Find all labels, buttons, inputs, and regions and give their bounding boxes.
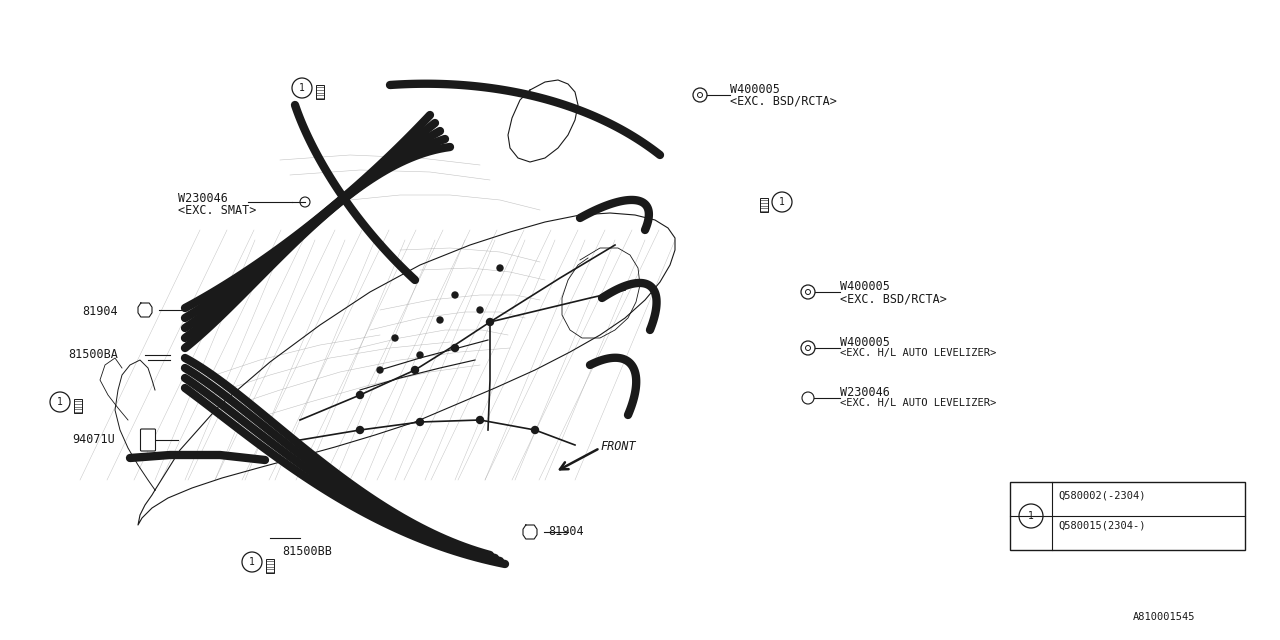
Circle shape [476, 417, 484, 424]
Bar [74, 399, 82, 413]
Circle shape [452, 344, 458, 351]
Circle shape [416, 419, 424, 426]
Circle shape [411, 367, 419, 374]
Text: 1: 1 [780, 197, 785, 207]
Circle shape [392, 335, 398, 341]
Circle shape [531, 426, 539, 433]
Circle shape [486, 319, 494, 326]
Text: <EXC. BSD/RCTA>: <EXC. BSD/RCTA> [840, 292, 947, 305]
Bar [316, 85, 324, 99]
Text: <EXC. H/L AUTO LEVELIZER>: <EXC. H/L AUTO LEVELIZER> [840, 398, 996, 408]
Text: 81904: 81904 [82, 305, 118, 318]
Text: W230046: W230046 [840, 386, 890, 399]
Text: Q580002(-2304): Q580002(-2304) [1059, 490, 1146, 500]
Text: <EXC. SMAT>: <EXC. SMAT> [178, 204, 256, 217]
Text: W230046: W230046 [178, 192, 228, 205]
FancyBboxPatch shape [141, 429, 155, 451]
Text: 94071U: 94071U [72, 433, 115, 446]
Bar [266, 559, 274, 573]
Circle shape [497, 265, 503, 271]
Bar [1010, 482, 1245, 550]
Text: FRONT: FRONT [600, 440, 636, 453]
Text: 81500BA: 81500BA [68, 348, 118, 361]
Text: <EXC. BSD/RCTA>: <EXC. BSD/RCTA> [730, 95, 837, 108]
Text: 81500BB: 81500BB [282, 545, 332, 558]
Circle shape [477, 307, 483, 313]
Text: W400005: W400005 [730, 83, 780, 96]
Text: A810001545: A810001545 [1133, 612, 1196, 622]
Circle shape [378, 367, 383, 373]
Text: 1: 1 [250, 557, 255, 567]
Text: 81904: 81904 [548, 525, 584, 538]
Bar [760, 198, 768, 212]
Text: W400005: W400005 [840, 336, 890, 349]
Circle shape [436, 317, 443, 323]
Circle shape [357, 392, 364, 399]
Text: 1: 1 [1028, 511, 1034, 521]
Text: W400005: W400005 [840, 280, 890, 293]
Circle shape [417, 352, 422, 358]
Text: 1: 1 [58, 397, 63, 407]
Circle shape [357, 426, 364, 433]
Circle shape [452, 292, 458, 298]
Text: 1: 1 [300, 83, 305, 93]
Text: <EXC. H/L AUTO LEVELIZER>: <EXC. H/L AUTO LEVELIZER> [840, 348, 996, 358]
Text: Q580015(2304-): Q580015(2304-) [1059, 520, 1146, 530]
